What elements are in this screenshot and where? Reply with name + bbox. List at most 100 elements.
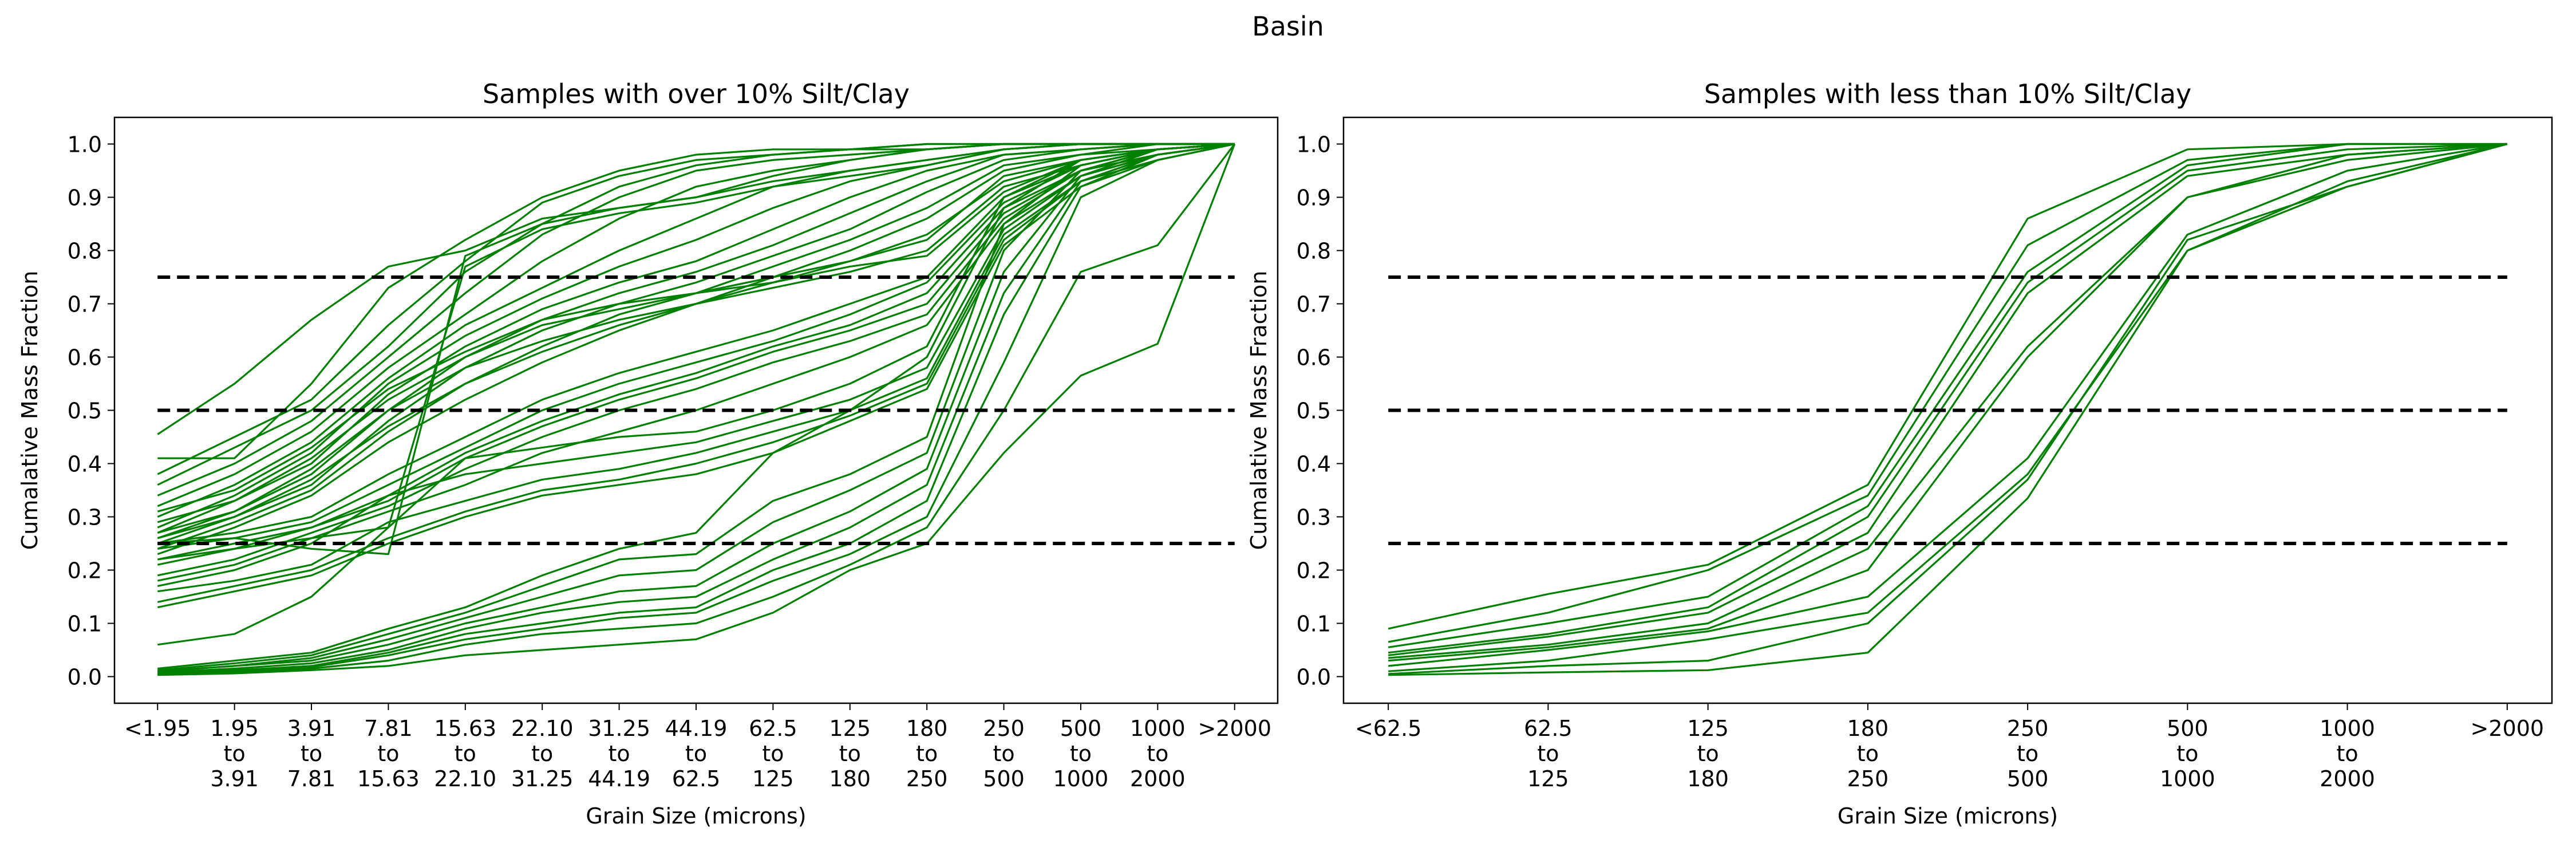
x-tick-label: 180: [906, 716, 948, 741]
y-tick-label: 0.3: [68, 505, 102, 530]
series-line-34: [157, 143, 1235, 672]
x-tick-label: 500: [2167, 716, 2208, 741]
x-tick-label: to: [839, 741, 861, 766]
x-tick-label: 2000: [1130, 766, 1186, 791]
x-tick-label: 3.91: [210, 766, 259, 791]
x-tick-label: 7.81: [364, 716, 413, 741]
series-line-1: [1388, 143, 2507, 630]
y-tick-label: 0.3: [1297, 505, 1331, 530]
axes-frame: [113, 116, 1279, 704]
series-line-4: [1388, 143, 2507, 654]
y-tick-label: 0.1: [1297, 612, 1331, 637]
y-tick-label: 0.7: [1297, 292, 1331, 317]
x-tick-label: 1000: [2320, 716, 2375, 741]
x-tick-label: 2000: [2320, 766, 2375, 791]
x-tick-label: <1.95: [124, 716, 191, 741]
series-line-7: [1388, 143, 2507, 662]
x-tick-label: 15.63: [357, 766, 420, 791]
x-tick-label: to: [1147, 741, 1168, 766]
x-tick-label: 180: [829, 766, 871, 791]
x-tick-label: to: [1857, 741, 1879, 766]
x-tick-label: 1.95: [210, 716, 259, 741]
x-tick-label: 250: [2007, 716, 2049, 741]
panel-title: Samples with over 10% Silt/Clay: [483, 78, 910, 109]
x-tick-label: 44.19: [588, 766, 650, 791]
x-tick-label: 500: [2007, 766, 2049, 791]
x-tick-label: to: [377, 741, 399, 766]
x-tick-label: 31.25: [511, 766, 574, 791]
x-tick-label: to: [224, 741, 246, 766]
series-line-10: [157, 143, 1235, 539]
x-tick-label: >2000: [2471, 716, 2545, 741]
y-axis-label: Cumalative Mass Fraction: [1246, 271, 1271, 550]
series-line-26: [157, 143, 1235, 603]
x-axis-label: Grain Size (microns): [586, 803, 806, 829]
x-tick-label: 62.5: [1524, 716, 1573, 741]
series-line-36: [157, 143, 1235, 675]
x-tick-label: 180: [1847, 716, 1889, 741]
x-tick-label: to: [1537, 741, 1559, 766]
y-axis-label: Cumalative Mass Fraction: [17, 271, 42, 550]
x-tick-label: to: [301, 741, 322, 766]
series-line-39: [157, 143, 1236, 676]
x-tick-label: 180: [1687, 766, 1729, 791]
x-tick-label: 125: [1527, 766, 1569, 791]
y-tick-label: 0.1: [68, 612, 102, 637]
y-tick-label: 0.6: [1297, 345, 1331, 371]
figure-suptitle: Basin: [1252, 11, 1324, 42]
x-tick-label: 62.5: [672, 766, 721, 791]
y-tick-label: 0.2: [68, 558, 102, 584]
x-tick-label: <62.5: [1355, 716, 1421, 741]
series-line-11: [1388, 143, 2508, 676]
x-tick-label: to: [2337, 741, 2358, 766]
y-tick-label: 1.0: [1297, 132, 1331, 157]
x-tick-label: to: [993, 741, 1014, 766]
chart-panel-under-10-percent: Samples with less than 10% Silt/Clay 0.0 0…: [1246, 78, 2553, 829]
series-line-20: [157, 143, 1235, 561]
x-tick-label: 125: [829, 716, 871, 741]
y-tick-label: 0.2: [1297, 558, 1331, 584]
x-tick-label: 250: [983, 716, 1025, 741]
axes-frame: [1342, 116, 2553, 704]
y-tick-label: 0.4: [1297, 452, 1331, 477]
x-tick-label: 15.63: [434, 716, 496, 741]
x-tick-label: to: [609, 741, 630, 766]
x-tick-label: 62.5: [749, 716, 797, 741]
x-tick-label: 1000: [1053, 766, 1109, 791]
series-line-30: [157, 143, 1235, 646]
series-line-11: [157, 143, 1235, 545]
series-line-24: [157, 143, 1235, 587]
x-tick-label: 7.81: [287, 766, 336, 791]
series-line-33: [157, 143, 1235, 672]
series-line-29: [157, 143, 1235, 561]
y-tick-label: 0.4: [68, 452, 102, 477]
series-line-38: [157, 143, 1235, 676]
series-line-5: [1388, 143, 2507, 656]
series-line-35: [157, 143, 1235, 673]
x-tick-label: to: [455, 741, 476, 766]
y-tick-label: 0.8: [68, 239, 102, 264]
x-tick-label: 500: [983, 766, 1025, 791]
x-tick-label: 1000: [1130, 716, 1186, 741]
series-line-10: [1388, 143, 2508, 675]
x-tick-label: 250: [1847, 766, 1889, 791]
series-line-32: [157, 143, 1235, 671]
x-tick-label: to: [916, 741, 938, 766]
x-tick-label: to: [2017, 741, 2038, 766]
y-tick-label: 0.6: [68, 345, 102, 371]
y-tick-label: 0.7: [68, 292, 102, 317]
series-line-19: [157, 143, 1235, 550]
x-tick-label: 1000: [2160, 766, 2215, 791]
series-line-3: [1388, 143, 2507, 648]
x-tick-label: 125: [1687, 716, 1729, 741]
x-tick-label: to: [762, 741, 784, 766]
y-tick-label: 0.9: [1297, 186, 1331, 211]
x-tick-label: 500: [1060, 716, 1102, 741]
series-line-9: [1388, 143, 2508, 672]
x-tick-label: 250: [906, 766, 948, 791]
x-tick-label: to: [531, 741, 553, 766]
chart-panel-over-10-percent: Samples with over 10% Silt/Clay 0.0 0.1 0.2…: [17, 78, 1279, 829]
x-tick-label: to: [1697, 741, 1719, 766]
